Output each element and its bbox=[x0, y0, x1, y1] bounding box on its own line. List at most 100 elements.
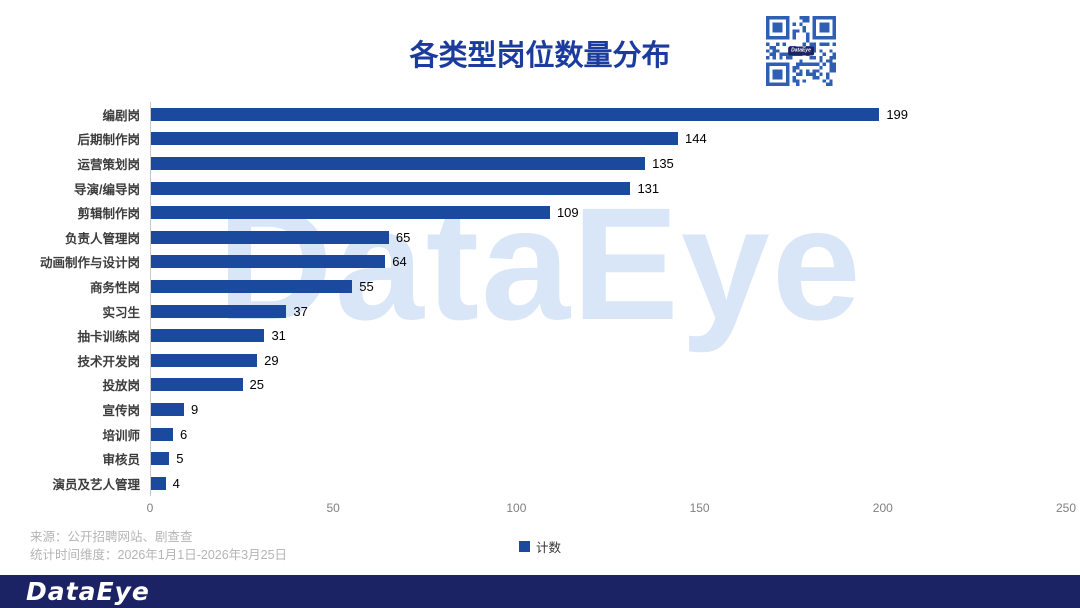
category-label: 培训师 bbox=[102, 428, 140, 443]
footer-logo: DataEye bbox=[26, 577, 150, 606]
qr-center-logo: DataEye bbox=[788, 46, 814, 56]
bar bbox=[151, 181, 631, 195]
bar-track: 5 bbox=[150, 446, 1066, 471]
bar-row: 抽卡训练岗 31 bbox=[14, 323, 1066, 348]
category-label: 投放岗 bbox=[102, 379, 140, 394]
bar-track: 31 bbox=[150, 323, 1066, 348]
x-axis: 0 50 100 150 200 250 bbox=[146, 500, 1076, 519]
bar bbox=[151, 353, 258, 367]
bar-row: 实习生 37 bbox=[14, 298, 1066, 324]
value-label: 9 bbox=[190, 401, 199, 417]
bar-track: 29 bbox=[150, 347, 1066, 373]
bar bbox=[151, 304, 287, 318]
value-label: 199 bbox=[886, 106, 909, 122]
bar-track: 6 bbox=[150, 421, 1066, 447]
category-label: 技术开发岗 bbox=[77, 354, 140, 369]
legend-label: 计数 bbox=[535, 541, 561, 555]
value-label: 144 bbox=[685, 131, 707, 147]
qr-code: DataEye bbox=[766, 16, 836, 86]
bar-track: 64 bbox=[150, 249, 1066, 275]
category-label: 商务性岗 bbox=[89, 280, 140, 295]
bar-track: 131 bbox=[150, 175, 1066, 201]
bar bbox=[151, 230, 389, 244]
x-tick-label: 200 bbox=[872, 500, 893, 515]
value-label: 25 bbox=[249, 377, 264, 393]
value-label: 109 bbox=[556, 205, 579, 221]
category-label: 实习生 bbox=[102, 305, 140, 320]
bar-track: 37 bbox=[150, 298, 1066, 324]
category-label: 导演/编导岗 bbox=[74, 182, 140, 197]
category-label: 运营策划岗 bbox=[77, 157, 140, 172]
legend-swatch bbox=[518, 541, 530, 552]
x-tick-label: 0 bbox=[146, 500, 154, 515]
chart-title: 各类型岗位数量分布 bbox=[409, 40, 671, 72]
bar-track: 9 bbox=[150, 397, 1066, 422]
bar bbox=[151, 427, 173, 441]
legend: 计数 bbox=[0, 537, 1080, 556]
category-label: 剪辑制作岗 bbox=[77, 207, 140, 222]
bar bbox=[151, 402, 184, 416]
bar bbox=[151, 452, 170, 466]
bar bbox=[151, 279, 353, 293]
bar-rows: 编剧岗 199 后期制作岗 144 运营策划岗 135 导演/编导岗 131 剪辑制作岗 109 负… bbox=[14, 102, 1066, 496]
category-label: 负责人管理岗 bbox=[64, 231, 140, 246]
category-label: 后期制作岗 bbox=[77, 133, 140, 148]
bar-row: 投放岗 25 bbox=[14, 372, 1066, 398]
bar-row: 剪辑制作岗 109 bbox=[14, 200, 1066, 225]
bar-row: 负责人管理岗 65 bbox=[14, 224, 1066, 250]
value-label: 5 bbox=[176, 451, 184, 467]
bar-row: 演员及艺人管理 4 bbox=[14, 470, 1066, 496]
bar-row: 培训师 6 bbox=[14, 421, 1066, 447]
bar bbox=[151, 206, 550, 220]
source-line: 来源：公开招聘网站、剧查查 bbox=[30, 530, 193, 544]
bar bbox=[151, 476, 166, 490]
bar-track: 109 bbox=[150, 200, 1066, 225]
value-label: 31 bbox=[271, 328, 286, 344]
category-label: 抽卡训练岗 bbox=[77, 330, 140, 345]
bar-row: 动画制作与设计岗 64 bbox=[14, 249, 1066, 275]
bar-row: 运营策划岗 135 bbox=[14, 151, 1066, 176]
bar bbox=[151, 329, 265, 343]
bar-track: 4 bbox=[150, 470, 1066, 496]
x-tick-label: 150 bbox=[689, 500, 710, 515]
source-note: 来源：公开招聘网站、剧查查 统计时间维度：2026年1月1日-2026年3月25… bbox=[30, 528, 287, 564]
bar bbox=[151, 156, 646, 170]
x-tick-label: 50 bbox=[326, 500, 340, 515]
bar-chart: 编剧岗 199 后期制作岗 144 运营策划岗 135 导演/编导岗 131 剪辑制作岗 109 负… bbox=[14, 102, 1076, 519]
value-label: 37 bbox=[293, 303, 308, 319]
x-tick-label: 100 bbox=[506, 500, 527, 515]
value-label: 4 bbox=[172, 475, 180, 491]
bar bbox=[151, 378, 243, 392]
category-label: 审核员 bbox=[102, 453, 140, 468]
value-label: 64 bbox=[392, 254, 407, 270]
bar-track: 199 bbox=[150, 102, 1066, 127]
bar-row: 技术开发岗 29 bbox=[14, 347, 1066, 373]
category-label: 演员及艺人管理 bbox=[52, 477, 140, 492]
bar-track: 135 bbox=[150, 151, 1066, 176]
value-label: 55 bbox=[359, 278, 374, 294]
category-label: 宣传岗 bbox=[102, 403, 140, 418]
value-label: 135 bbox=[652, 155, 674, 171]
category-label: 编剧岗 bbox=[102, 108, 140, 123]
bar-row: 宣传岗 9 bbox=[14, 397, 1066, 422]
bar-row: 后期制作岗 144 bbox=[14, 126, 1066, 152]
bar bbox=[151, 132, 679, 146]
bar-row: 编剧岗 199 bbox=[14, 102, 1066, 127]
value-label: 131 bbox=[637, 180, 660, 196]
value-label: 29 bbox=[264, 352, 279, 368]
bar-row: 导演/编导岗 131 bbox=[14, 175, 1066, 201]
source-period-line: 统计时间维度：2026年1月1日-2026年3月25日 bbox=[30, 548, 288, 562]
bar-track: 65 bbox=[150, 224, 1066, 250]
x-tick-label: 250 bbox=[1055, 500, 1077, 515]
value-label: 6 bbox=[179, 426, 188, 442]
footer-bar: DataEye bbox=[0, 575, 1080, 608]
category-label: 动画制作与设计岗 bbox=[39, 256, 140, 271]
bar bbox=[151, 107, 880, 121]
bar-row: 商务性岗 55 bbox=[14, 274, 1066, 299]
value-label: 65 bbox=[395, 229, 411, 245]
bar-track: 144 bbox=[150, 126, 1066, 152]
bar-row: 审核员 5 bbox=[14, 446, 1066, 471]
bar-track: 55 bbox=[150, 274, 1066, 299]
bar-track: 25 bbox=[150, 372, 1066, 398]
